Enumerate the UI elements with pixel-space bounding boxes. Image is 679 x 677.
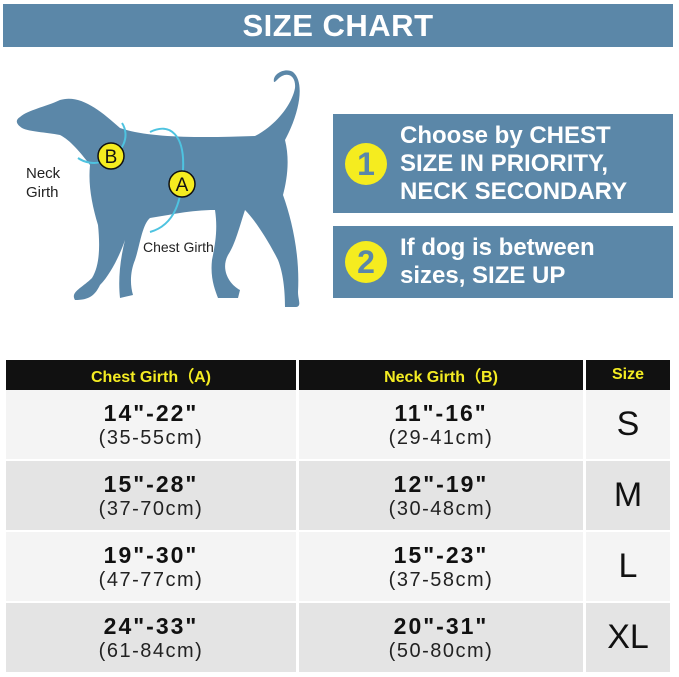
page-title: SIZE CHART xyxy=(3,4,673,47)
size-cell: XL xyxy=(586,603,670,674)
chest-inches: 24"-33" xyxy=(103,612,199,639)
size-table: Chest Girth（A) Neck Girth（B) Size 14"-22… xyxy=(3,360,673,674)
tip-text: If dog is between sizes, SIZE UP xyxy=(400,234,595,289)
neck-cell: 11"-16" (29-41cm) xyxy=(299,390,583,461)
header-neck: Neck Girth（B) xyxy=(299,360,583,390)
chest-cell: 15"-28" (37-70cm) xyxy=(6,461,296,532)
marker-a xyxy=(168,170,196,198)
neck-inches: 11"-16" xyxy=(394,399,488,426)
size-cell: S xyxy=(586,390,670,461)
marker-b-label: B xyxy=(105,147,118,168)
dog-silhouette xyxy=(16,70,300,308)
neck-inches: 15"-23" xyxy=(393,541,489,568)
chest-cm: (61-84cm) xyxy=(98,639,204,662)
size-cell: M xyxy=(586,461,670,532)
header-size: Size xyxy=(586,360,670,390)
chest-cell: 19"-30" (47-77cm) xyxy=(6,532,296,603)
chest-girth-arrow xyxy=(149,127,185,233)
neck-label-2: Girth xyxy=(26,184,59,201)
neck-cm: (30-48cm) xyxy=(388,497,494,520)
tip-2: 2 If dog is between sizes, SIZE UP xyxy=(333,226,673,298)
neck-inches: 12"-19" xyxy=(393,470,489,497)
neck-cm: (50-80cm) xyxy=(388,639,494,662)
chest-cell: 14"-22" (35-55cm) xyxy=(6,390,296,461)
neck-inches: 20"-31" xyxy=(393,612,489,639)
number-badge: 1 xyxy=(345,142,387,185)
tip-text: Choose by CHEST SIZE IN PRIORITY, NECK S… xyxy=(400,121,628,205)
chest-inches: 15"-28" xyxy=(103,470,199,497)
table-row: 14"-22" (35-55cm) 11"-16" (29-41cm) S xyxy=(6,390,670,461)
neck-cm: (29-41cm) xyxy=(388,426,494,449)
chest-cm: (37-70cm) xyxy=(98,497,204,520)
chest-inches: 19"-30" xyxy=(103,541,199,568)
size-cell: L xyxy=(586,532,670,603)
neck-cm: (37-58cm) xyxy=(388,568,494,591)
neck-cell: 15"-23" (37-58cm) xyxy=(299,532,583,603)
tip-1: 1 Choose by CHEST SIZE IN PRIORITY, NECK… xyxy=(333,114,673,213)
chest-cell: 24"-33" (61-84cm) xyxy=(6,603,296,674)
table-row: 15"-28" (37-70cm) 12"-19" (30-48cm) M xyxy=(6,461,670,532)
chest-inches: 14"-22" xyxy=(103,399,199,426)
marker-a-label: A xyxy=(176,175,189,196)
chest-cm: (47-77cm) xyxy=(98,568,204,591)
table-row: 19"-30" (47-77cm) 15"-23" (37-58cm) L xyxy=(6,532,670,603)
table-row: 24"-33" (61-84cm) 20"-31" (50-80cm) XL xyxy=(6,603,670,674)
header-chest: Chest Girth（A) xyxy=(6,360,296,390)
chest-label: Chest Girth xyxy=(143,239,214,255)
neck-cell: 20"-31" (50-80cm) xyxy=(299,603,583,674)
number-badge: 2 xyxy=(345,241,387,283)
neck-label-1: Neck xyxy=(26,165,61,182)
chest-cm: (35-55cm) xyxy=(98,426,204,449)
dog-diagram: B A xyxy=(16,70,300,308)
neck-cell: 12"-19" (30-48cm) xyxy=(299,461,583,532)
marker-b xyxy=(97,142,125,170)
